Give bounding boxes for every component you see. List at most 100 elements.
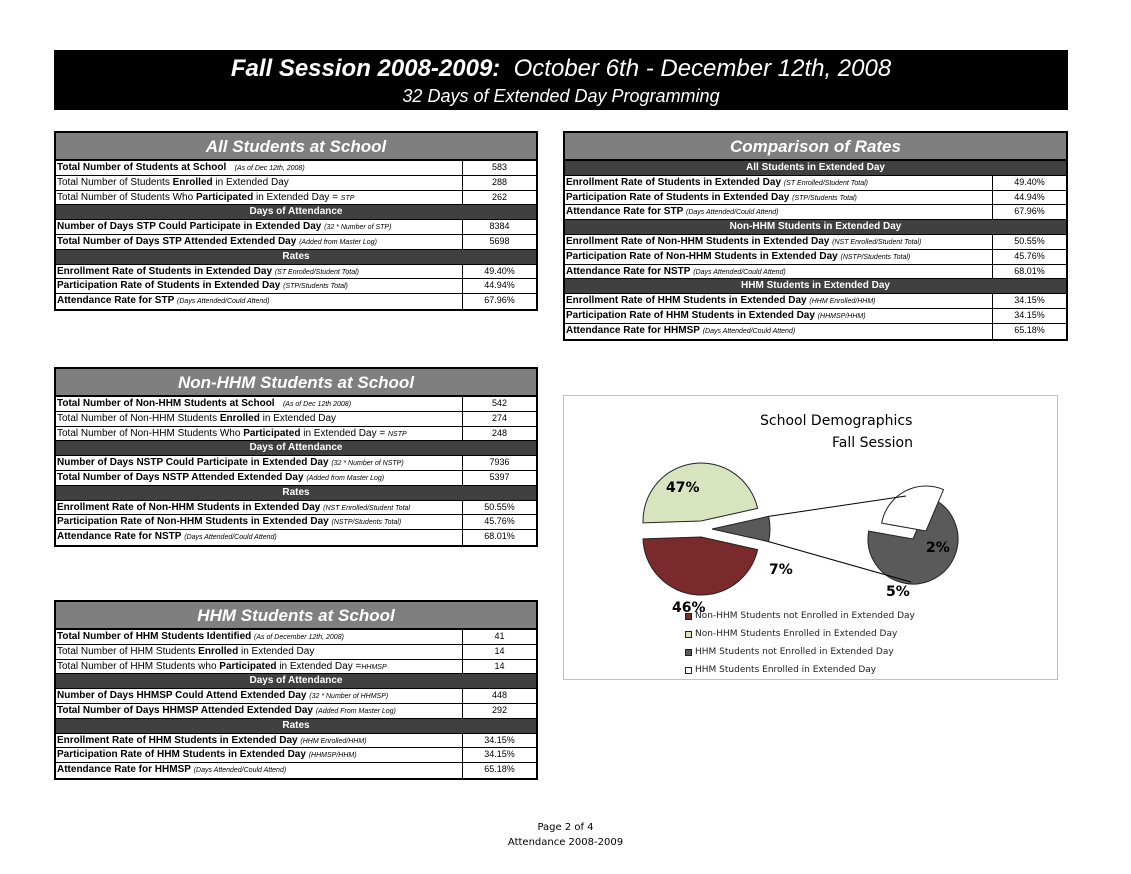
table-row: Number of Days HHMSP Could Attend Extend… (56, 689, 536, 704)
legend-swatch (685, 612, 692, 620)
hhm-panel: HHM Students at School Total Number of H… (54, 600, 538, 780)
chart-title-line2: Fall Session (832, 435, 913, 451)
row-value: 68.01% (992, 264, 1066, 279)
table-row: Total Number of Days HHMSP Attended Exte… (56, 703, 536, 719)
data-label-7: 7% (769, 562, 793, 578)
table-row: Total Number of Days STP Attended Extend… (56, 234, 536, 250)
table-row: Participation Rate of HHM Students in Ex… (56, 748, 536, 764)
row-value: 34.15% (462, 733, 536, 748)
section-header: Days of Attendance (56, 441, 536, 457)
table-row: Attendance Rate for STP (Days Attended/C… (56, 294, 536, 309)
data-label-2: 2% (926, 540, 950, 556)
row-value: 65.18% (992, 323, 1066, 339)
connector-line (768, 495, 907, 517)
row-value: 583 (462, 161, 536, 175)
page-banner: Fall Session 2008-2009: October 6th - De… (54, 50, 1068, 110)
table-row: Attendance Rate for NSTP (Days Attended/… (565, 264, 1066, 280)
legend-item: Non-HHM Students Enrolled in Extended Da… (685, 629, 897, 639)
table-row: Participation Rate of Students in Extend… (56, 279, 536, 295)
table-row: Total Number of Non-HHM Students Enrolle… (56, 411, 536, 427)
row-value: 288 (462, 175, 536, 190)
row-value: 5698 (462, 234, 536, 249)
demographics-chart: School Demographics Fall Session 47% 7% 46… (563, 395, 1058, 680)
row-value: 14 (462, 659, 536, 674)
row-value: 5397 (462, 470, 536, 485)
pie-slice-non-hhm-not-enrolled (642, 536, 759, 596)
panel-title: HHM Students at School (56, 602, 536, 630)
table-row: Total Number of Days NSTP Attended Exten… (56, 470, 536, 486)
connector-line (768, 541, 912, 583)
row-value: 542 (462, 397, 536, 411)
data-label-47: 47% (666, 480, 700, 496)
table-row: Attendance Rate for HHMSP (Days Attended… (565, 323, 1066, 339)
legend-item: HHM Students Enrolled in Extended Day (685, 665, 876, 675)
row-value: 50.55% (462, 500, 536, 515)
section-header: Rates (56, 249, 536, 265)
table-row: Number of Days NSTP Could Participate in… (56, 456, 536, 471)
legend-item: HHM Students not Enrolled in Extended Da… (685, 647, 894, 657)
table-row: Total Number of HHM Students Identified … (56, 630, 536, 645)
banner-title: Fall Session 2008-2009: October 6th - De… (54, 53, 1068, 85)
panel-title: Non-HHM Students at School (56, 369, 536, 397)
row-value: 41 (462, 630, 536, 644)
footer-doc: Attendance 2008-2009 (507, 837, 624, 848)
row-value: 67.96% (462, 294, 536, 309)
comparison-panel: Comparison of Rates All Students in Exte… (563, 131, 1068, 341)
row-value: 50.55% (992, 234, 1066, 249)
row-value: 45.76% (462, 515, 536, 530)
table-row: Total Number of Non-HHM Students at Scho… (56, 397, 536, 412)
row-value: 34.15% (992, 294, 1066, 308)
table-row: Attendance Rate for STP (Days Attended/C… (565, 205, 1066, 221)
table-row: Enrollment Rate of Students in Extended … (56, 264, 536, 280)
chart-title-line1: School Demographics (760, 413, 913, 429)
data-label-5: 5% (886, 584, 910, 600)
pie-slice-non-hhm-enrolled (642, 462, 759, 524)
non-hhm-panel: Non-HHM Students at School Total Number … (54, 367, 538, 547)
legend-swatch (685, 648, 692, 656)
table-row: Enrollment Rate of HHM Students in Exten… (565, 294, 1066, 309)
row-value: 68.01% (462, 530, 536, 545)
row-value: 8384 (462, 220, 536, 234)
pie-slice-hhm-other (711, 515, 771, 543)
section-header: All Students in Extended Day (565, 161, 1066, 176)
row-value: 274 (462, 411, 536, 426)
banner-subtitle: 32 Days of Extended Day Programming (402, 86, 720, 106)
banner-title-dates: October 6th - December 12th, 2008 (513, 55, 892, 82)
table-row: Attendance Rate for HHMSP (Days Attended… (56, 763, 536, 778)
section-header: HHM Students in Extended Day (565, 279, 1066, 295)
table-row: Total Number of HHM Students Enrolled in… (56, 644, 536, 660)
table-row: Participation Rate of Students in Extend… (565, 190, 1066, 206)
row-value: 44.94% (992, 190, 1066, 205)
table-row: Participation Rate of Non-HHM Students i… (565, 249, 1066, 265)
footer-page: Page 2 of 4 (537, 822, 594, 833)
section-header: Rates (56, 718, 536, 734)
subpie-slice-hhm-not-enrolled (867, 496, 959, 585)
row-value: 44.94% (462, 279, 536, 294)
pie-of-pie-chart: 47% 7% 46% 2% 5% (642, 462, 959, 616)
table-row: Participation Rate of HHM Students in Ex… (565, 308, 1066, 324)
table-row: Attendance Rate for NSTP (Days Attended/… (56, 530, 536, 545)
table-row: Enrollment Rate of Non-HHM Students in E… (56, 500, 536, 516)
row-value: 262 (462, 190, 536, 205)
all-students-panel: All Students at School Total Number of S… (54, 131, 538, 311)
section-header: Days of Attendance (56, 674, 536, 690)
row-value: 292 (462, 703, 536, 718)
row-value: 448 (462, 689, 536, 703)
data-label-46: 46% (672, 600, 706, 616)
row-value: 14 (462, 644, 536, 659)
row-value: 65.18% (462, 763, 536, 778)
row-value: 45.76% (992, 249, 1066, 264)
row-value: 34.15% (992, 308, 1066, 323)
row-value: 7936 (462, 456, 536, 470)
section-header: Rates (56, 485, 536, 501)
banner-title-session: Fall Session 2008-2009: (230, 55, 501, 82)
row-value: 248 (462, 426, 536, 441)
table-row: Enrollment Rate of Students in Extended … (565, 175, 1066, 191)
legend-swatch (685, 666, 692, 674)
table-row: Total Number of Students at School (As o… (56, 161, 536, 176)
row-value: 34.15% (462, 748, 536, 763)
section-header: Non-HHM Students in Extended Day (565, 220, 1066, 235)
table-row: Total Number of Students Enrolled in Ext… (56, 175, 536, 191)
table-row: Total Number of Non-HHM Students Who Par… (56, 426, 536, 442)
row-value: 67.96% (992, 205, 1066, 220)
